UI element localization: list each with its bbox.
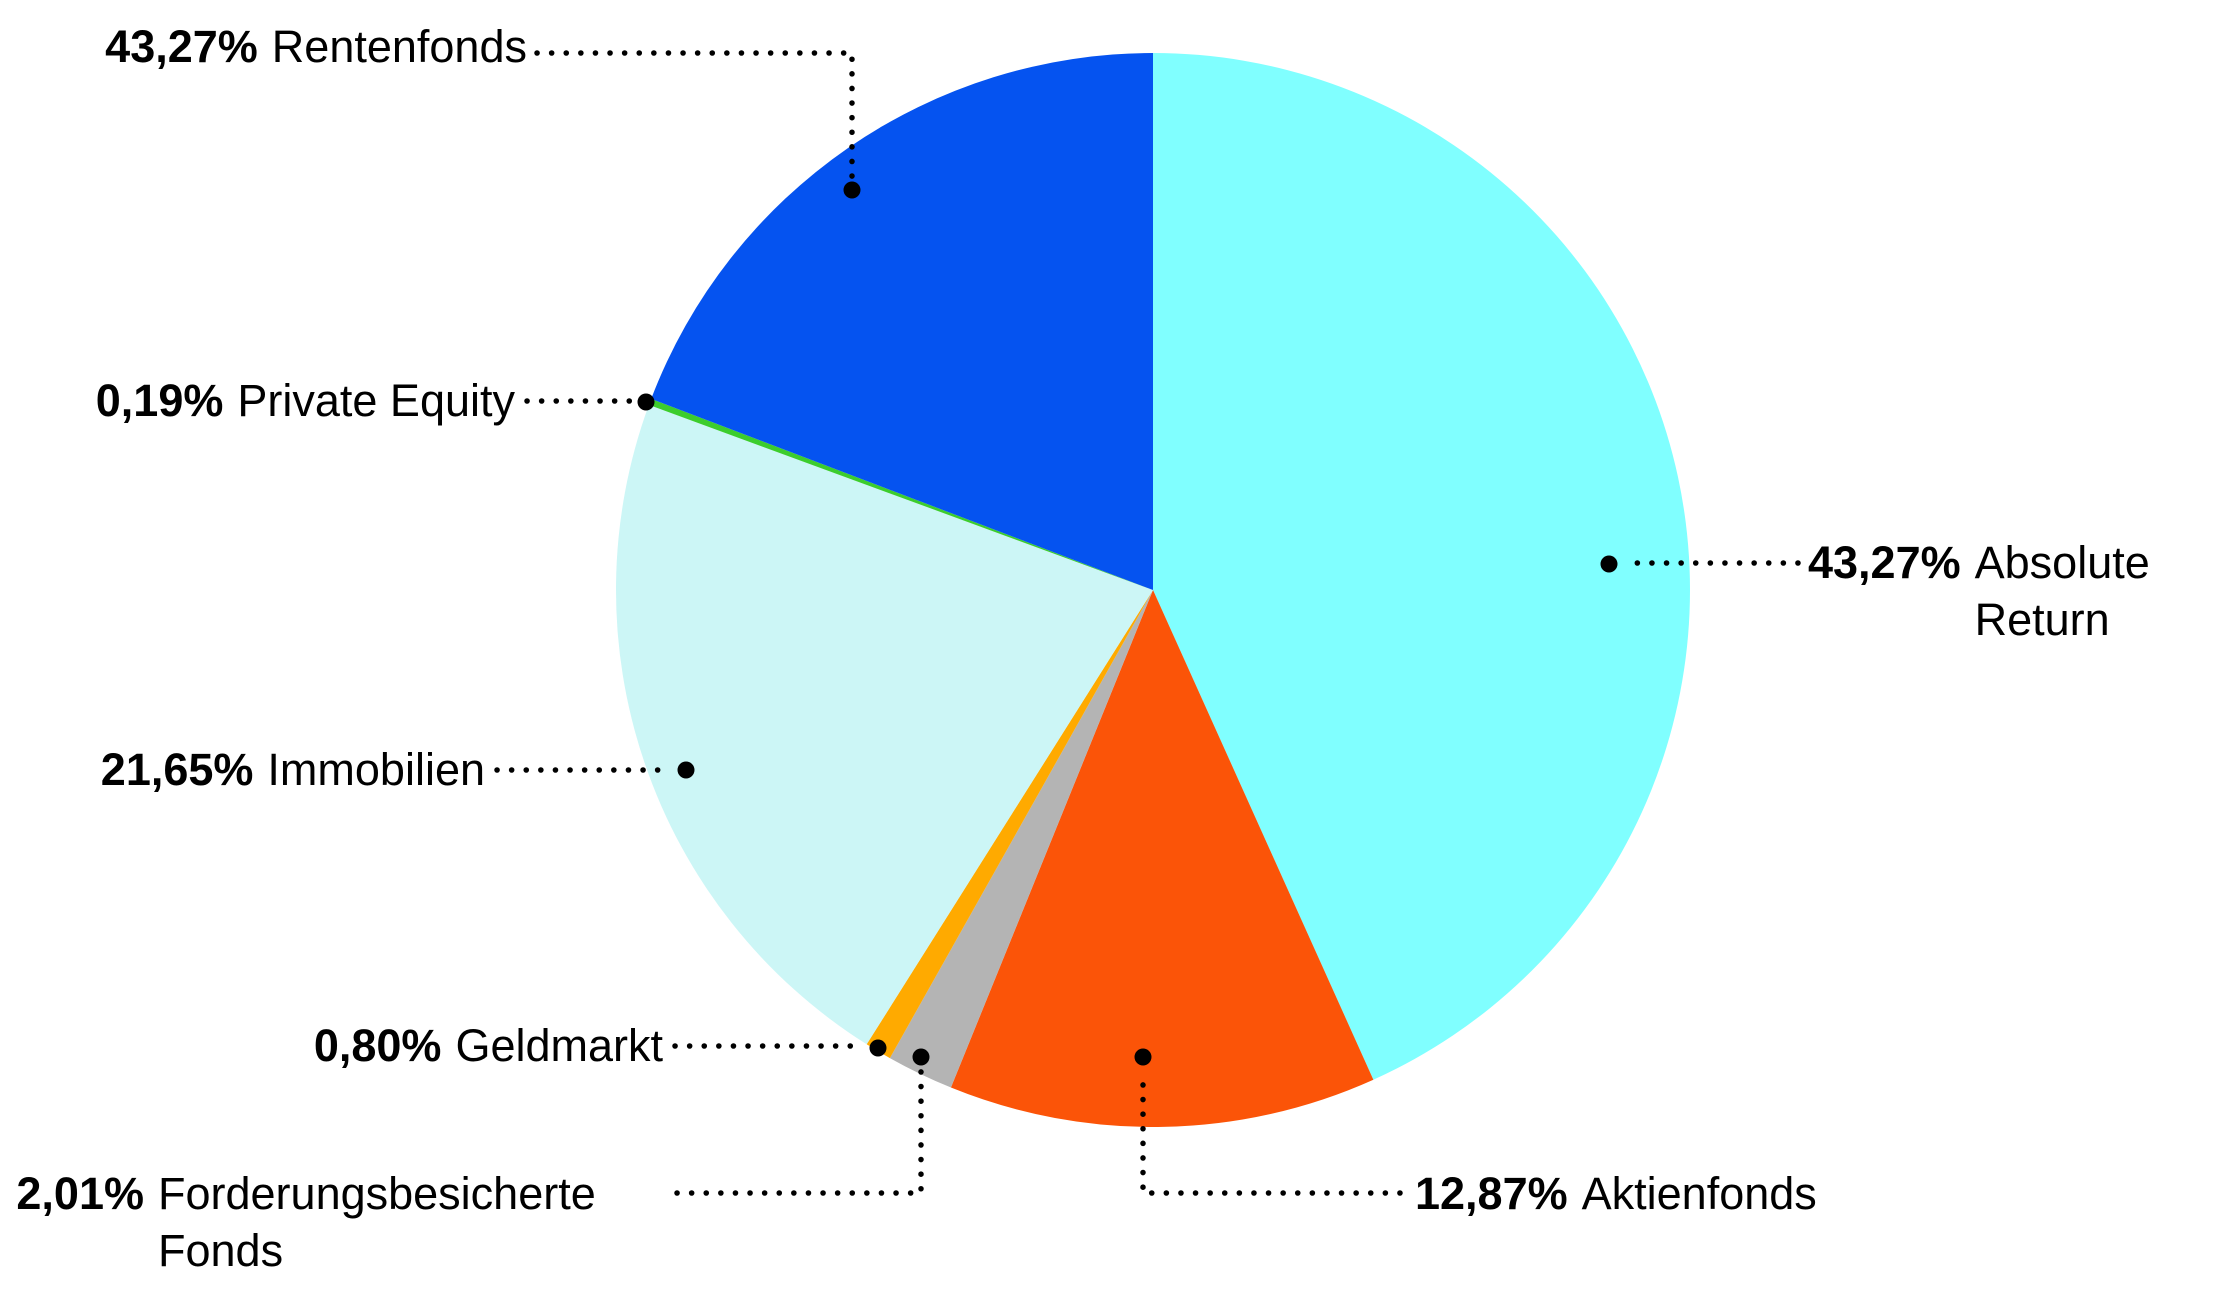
label-geldmarkt: 0,80% Geldmarkt [314, 1017, 663, 1074]
pie-slice-private-equity [648, 398, 1153, 590]
label-immobilien: 21,65% Immobilien [101, 741, 485, 798]
leader-line-forderungsbesicherte-fonds [674, 1068, 924, 1196]
label-forderungsbesicherte-fonds: 2,01% Forderungsbesicherte Fonds [16, 1165, 663, 1279]
marker-dot-forderungsbesicherte-fonds [912, 1048, 930, 1066]
rentenfonds-percent: 43,27% [105, 21, 258, 72]
absolute-return-name: Absolute Return [1974, 537, 2150, 645]
immobilien-percent: 21,65% [100, 744, 254, 795]
geldmarkt-name: Geldmarkt [455, 1020, 663, 1071]
marker-dot-rentenfonds [843, 181, 861, 199]
private-equity-name: Private Equity [237, 375, 515, 426]
label-private-equity: 0,19% Private Equity [96, 372, 515, 429]
rentenfonds-name: Rentenfonds [271, 21, 527, 72]
marker-dot-geldmarkt [869, 1039, 887, 1057]
label-absolute-return: 43,27% Absolute Return [1808, 534, 2200, 648]
marker-dot-aktienfonds [1134, 1048, 1152, 1066]
pie-slice-geldmarkt [866, 590, 1153, 1059]
pie-slice-forderungsbesicherte-fonds [889, 590, 1153, 1088]
leader-line-rentenfonds [534, 50, 855, 184]
pie-slice-aktienfonds [950, 590, 1374, 1127]
aktienfonds-percent: 12,87% [1415, 1168, 1568, 1219]
label-aktienfonds: 12,87% Aktienfonds [1415, 1165, 1817, 1222]
leader-line-aktienfonds [1140, 1068, 1403, 1196]
forderungsbesicherte-percent: 2,01% [16, 1168, 144, 1219]
label-rentenfonds: 43,27% Rentenfonds [105, 18, 527, 75]
forderungsbesicherte-name: Forderungsbesicherte Fonds [158, 1168, 596, 1276]
marker-dot-absolute-return [1600, 555, 1618, 573]
aktienfonds-name: Aktienfonds [1581, 1168, 1817, 1219]
pie-slice-immobilien [616, 404, 1153, 1045]
pie-slice-absolute-return [1153, 53, 1690, 1080]
private-equity-percent: 0,19% [95, 375, 224, 426]
geldmarkt-percent: 0,80% [313, 1020, 442, 1071]
pie-slice-rentenfonds [651, 53, 1153, 590]
marker-dot-private-equity [637, 393, 655, 411]
marker-dot-immobilien [677, 761, 695, 779]
immobilien-name: Immobilien [267, 744, 485, 795]
absolute-return-percent: 43,27% [1808, 537, 1961, 588]
